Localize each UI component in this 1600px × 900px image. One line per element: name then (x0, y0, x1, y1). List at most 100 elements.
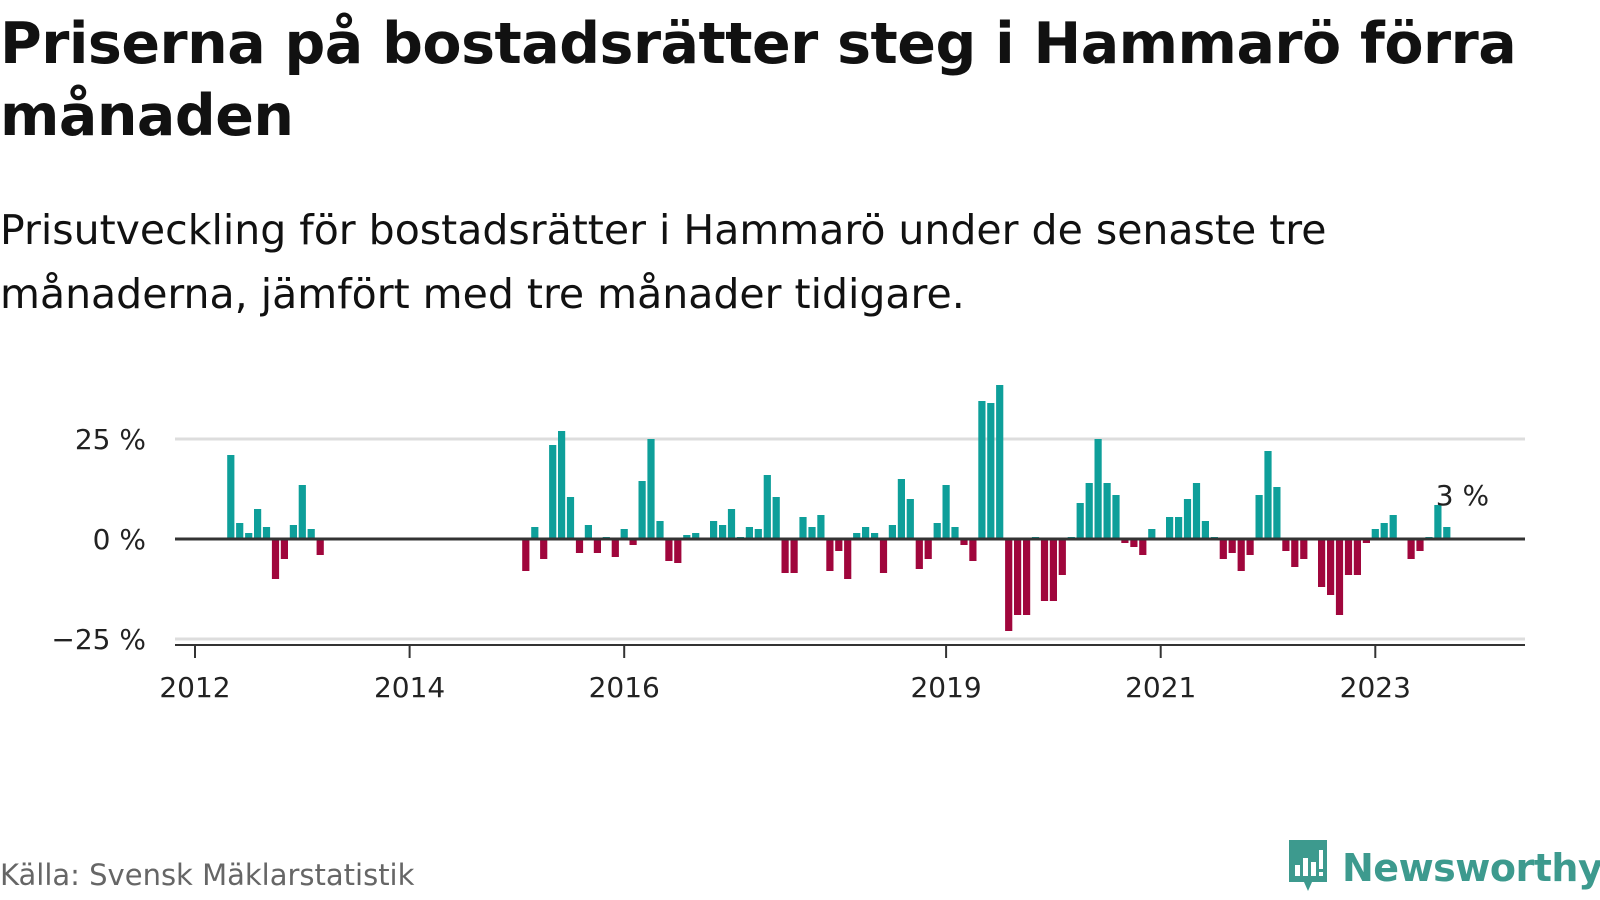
bar (1228, 539, 1236, 553)
bar (1273, 487, 1281, 539)
bar (844, 539, 852, 579)
bar (1166, 517, 1174, 539)
bar (638, 481, 646, 539)
bar (584, 525, 592, 539)
bar (280, 539, 288, 559)
bar (1255, 495, 1263, 539)
bar (1327, 539, 1335, 595)
bar-chart-logo-icon (1286, 838, 1330, 898)
y-tick-label: 0 % (93, 523, 146, 556)
chart-title: Priserna på bostadsrätter steg i Hammarö… (0, 11, 1517, 149)
bar (656, 521, 664, 539)
bar (1121, 539, 1129, 543)
bar (871, 533, 879, 539)
bar (692, 533, 700, 539)
bar (781, 539, 789, 573)
bar (289, 525, 297, 539)
bar (647, 439, 655, 539)
bar (665, 539, 673, 561)
bar (826, 539, 834, 571)
bar (1103, 483, 1111, 539)
latest-value-label: 3 % (1436, 479, 1489, 512)
brand-logo[interactable]: Newsworthy (1286, 838, 1600, 898)
bar (1371, 529, 1379, 539)
bar (1300, 539, 1308, 559)
bar (531, 527, 539, 539)
bar (1085, 483, 1093, 539)
bar (1407, 539, 1415, 559)
bar (879, 539, 888, 573)
bar (1058, 539, 1066, 575)
bar (745, 527, 753, 539)
labels: 25 % 0 % −25 % 2012 2014 2016 2019 2021 2023 3 % (51, 423, 1489, 704)
bar (611, 539, 619, 557)
bar (933, 523, 941, 539)
bar (1237, 539, 1245, 571)
bar (897, 479, 905, 539)
bar (1076, 503, 1084, 539)
y-tick-label: −25 % (51, 623, 146, 656)
bar (1344, 539, 1353, 575)
bar (1264, 451, 1272, 539)
bar (245, 533, 253, 539)
bar (1023, 539, 1031, 615)
bar (915, 539, 923, 569)
x-tick-label: 2023 (1340, 671, 1411, 704)
bar (227, 455, 235, 539)
chart-subtitle: Prisutveckling för bostadsrätter i Hamma… (0, 206, 1327, 318)
bar (1148, 529, 1156, 539)
bar (540, 539, 548, 559)
bar (1246, 539, 1254, 555)
bar (316, 539, 324, 555)
brand-name: Newsworthy (1342, 846, 1600, 890)
bar (683, 535, 691, 539)
bars (227, 385, 1451, 631)
bar (1434, 505, 1442, 539)
axes (175, 537, 1525, 658)
bar (1219, 539, 1227, 559)
bar (674, 539, 682, 563)
bar (558, 431, 566, 539)
bar (727, 509, 736, 539)
bar (853, 533, 861, 539)
bar (951, 527, 959, 539)
bar (754, 529, 762, 539)
bar (1005, 539, 1013, 631)
bar (808, 527, 816, 539)
bar (1335, 539, 1344, 615)
bar (1040, 539, 1049, 601)
bar (1443, 527, 1451, 539)
bar (1175, 517, 1183, 539)
x-tick-label: 2012 (159, 671, 230, 704)
bar (719, 525, 727, 539)
bar (1380, 523, 1388, 539)
bar (969, 539, 977, 561)
bar (1094, 439, 1102, 539)
bar (254, 509, 262, 539)
x-tick-label: 2016 (589, 671, 660, 704)
bar (710, 521, 718, 539)
bar (978, 401, 986, 539)
x-tick-label: 2014 (374, 671, 445, 704)
bar (772, 497, 780, 539)
bar (1362, 539, 1370, 543)
bar (1112, 495, 1120, 539)
bar (906, 499, 914, 539)
bar (262, 527, 271, 539)
bar (1291, 539, 1299, 567)
bar (763, 475, 771, 539)
bar (1139, 539, 1147, 555)
bar (942, 485, 950, 539)
bar (1130, 539, 1138, 547)
bar (888, 525, 896, 539)
bar (1014, 539, 1022, 615)
bar (629, 539, 637, 545)
grid-lines (175, 437, 1525, 641)
bar (960, 539, 968, 545)
bar (987, 403, 995, 539)
bar (298, 485, 306, 539)
bar (1389, 515, 1397, 539)
x-tick-label: 2021 (1125, 671, 1196, 704)
x-tick-label: 2019 (910, 671, 981, 704)
bar (996, 385, 1004, 539)
